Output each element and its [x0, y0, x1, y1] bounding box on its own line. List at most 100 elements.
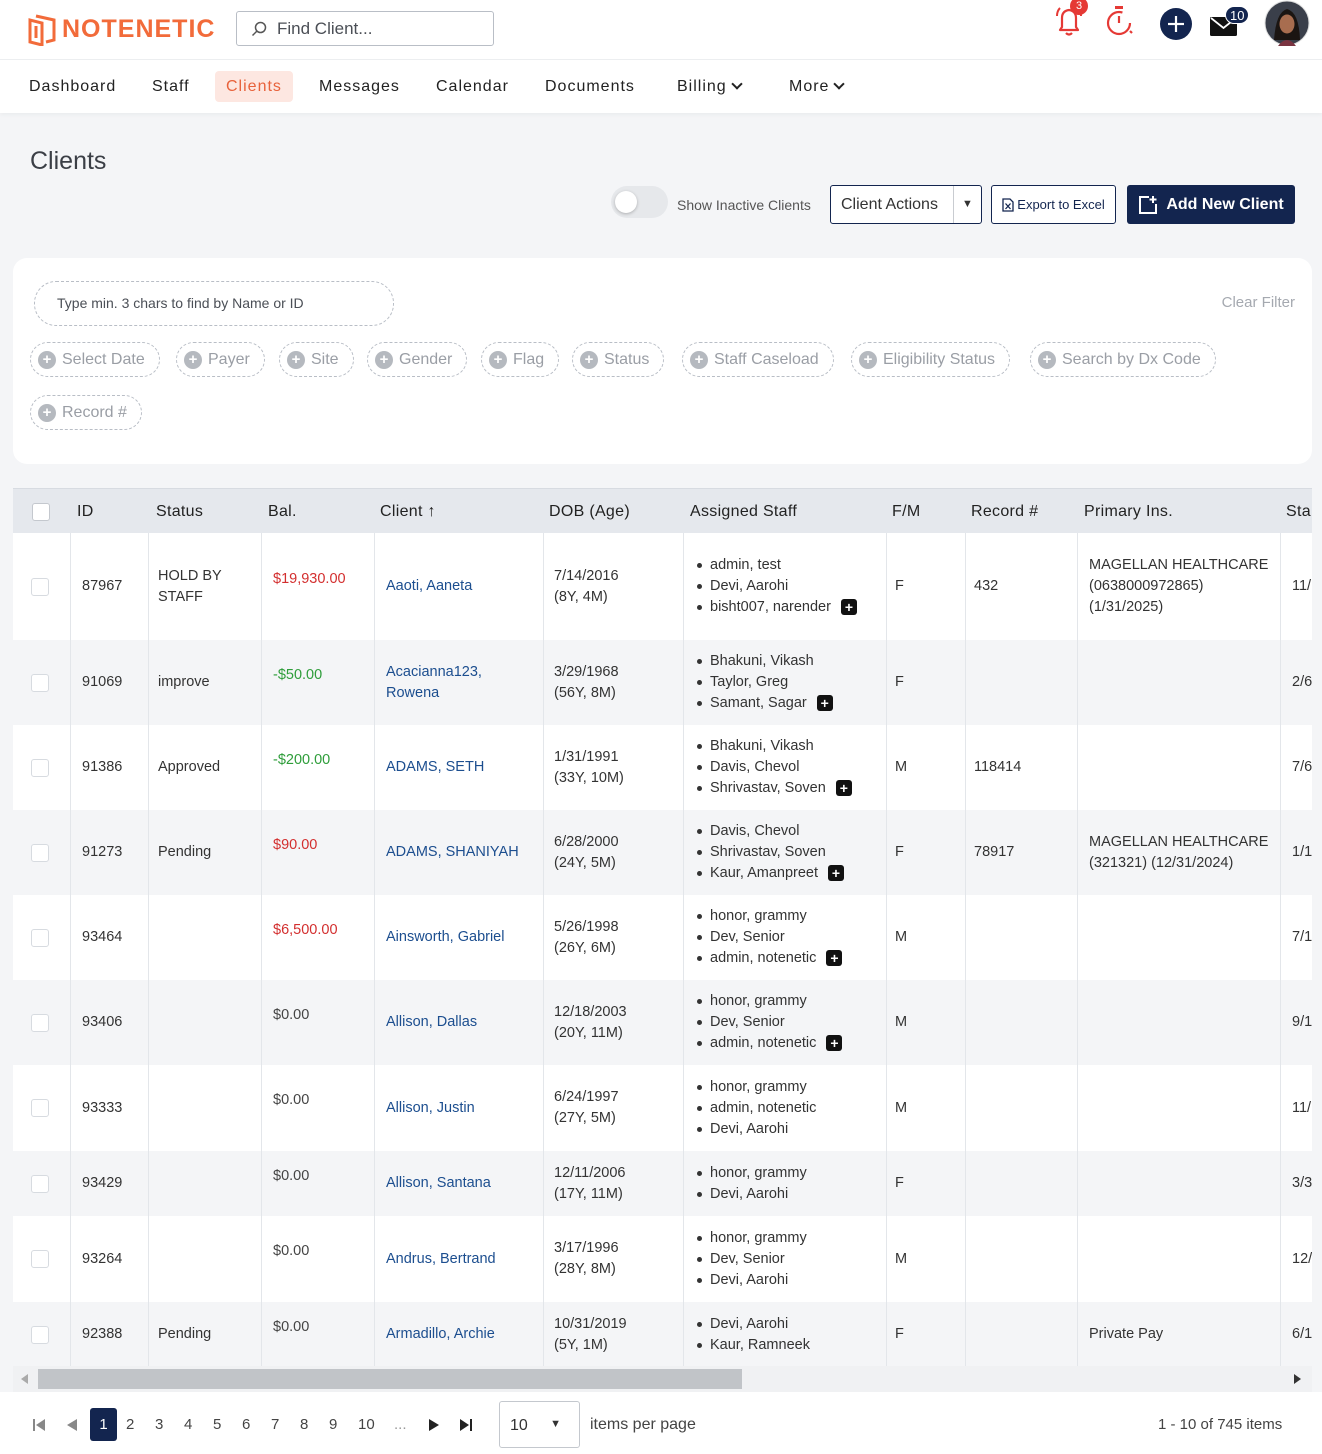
client-name-link[interactable]: ADAMS, SHANIYAH — [386, 844, 519, 860]
table-row[interactable]: 93429 $0.00 Allison, Santana 12/11/2006 (17Y… — [13, 1151, 1312, 1216]
row-checkbox[interactable] — [31, 759, 49, 777]
col-header-start[interactable]: Sta — [1286, 503, 1311, 520]
logo[interactable]: NOTENETIC — [26, 12, 215, 46]
nav-dashboard[interactable]: Dashboard — [29, 78, 117, 95]
filter-chip-status[interactable]: + Status — [572, 342, 665, 377]
col-header-client[interactable]: Client ↑ — [380, 503, 436, 520]
client-name-link[interactable]: Allison, Santana — [386, 1175, 491, 1191]
page-3[interactable]: 3 — [155, 1416, 164, 1433]
client-name-link[interactable]: Andrus, Bertrand — [386, 1250, 496, 1267]
messages-button[interactable]: 10 — [1209, 6, 1250, 43]
nav-clients[interactable]: Clients — [215, 71, 293, 102]
filter-chip-select-date[interactable]: + Select Date — [30, 342, 160, 377]
row-checkbox[interactable] — [31, 578, 49, 596]
select-all-checkbox[interactable] — [32, 503, 50, 521]
find-client-search[interactable]: Find Client... — [236, 11, 494, 46]
clear-filter-link[interactable]: Clear Filter — [1221, 294, 1295, 311]
row-checkbox[interactable] — [31, 1099, 49, 1117]
page-8[interactable]: 8 — [300, 1416, 309, 1433]
table-row[interactable]: 91069 improve -$50.00 Acacianna123, Rowena 3… — [13, 640, 1312, 725]
filter-chip-eligibility-status[interactable]: + Eligibility Status — [851, 342, 1011, 377]
client-name-link[interactable]: Allison, Dallas — [386, 1014, 478, 1030]
page-7[interactable]: 7 — [271, 1416, 280, 1433]
page-2[interactable]: 2 — [126, 1416, 135, 1433]
nav-documents[interactable]: Documents — [545, 78, 635, 95]
row-checkbox[interactable] — [31, 929, 49, 947]
scrollbar-thumb[interactable] — [38, 1369, 742, 1389]
items-per-page-select[interactable]: 10 ▼ — [499, 1401, 580, 1448]
caret-down-icon[interactable]: ▼ — [953, 186, 981, 223]
col-header-gender[interactable]: F/M — [892, 503, 921, 520]
table-row[interactable]: 93406 $0.00 Allison, Dallas 12/18/2003 (20Y,… — [13, 980, 1312, 1065]
filter-chip-site[interactable]: + Site — [279, 342, 354, 377]
client-name-link[interactable]: Armadillo, Archie — [386, 1326, 495, 1342]
prev-page-icon[interactable] — [67, 1419, 77, 1431]
first-page-icon[interactable] — [33, 1419, 45, 1431]
filter-chip-record[interactable]: + Record # — [30, 395, 142, 430]
filter-chip-staff-caseload[interactable]: + Staff Caseload — [682, 342, 834, 377]
table-row[interactable]: 91386 Approved -$200.00 ADAMS, SETH 1/31/199… — [13, 725, 1312, 810]
client-actions-dropdown[interactable]: Client Actions ▼ — [830, 185, 982, 224]
more-staff-plus-icon[interactable]: + — [816, 695, 833, 712]
row-checkbox[interactable] — [31, 1014, 49, 1032]
scroll-right-arrow-icon[interactable] — [1294, 1374, 1302, 1384]
chip-label: Flag — [513, 350, 545, 368]
more-staff-plus-icon[interactable]: + — [826, 1035, 843, 1052]
page-9[interactable]: 9 — [329, 1416, 338, 1433]
row-checkbox[interactable] — [31, 844, 49, 862]
row-checkbox[interactable] — [31, 1326, 49, 1344]
col-header-id[interactable]: ID — [77, 503, 94, 520]
col-header-balance[interactable]: Bal. — [268, 503, 297, 520]
client-name-link[interactable]: Allison, Justin — [386, 1099, 475, 1116]
client-name-link[interactable]: Aaoti, Aaneta — [386, 578, 473, 594]
nav-more[interactable]: More — [778, 71, 854, 102]
row-checkbox[interactable] — [31, 674, 49, 692]
table-row[interactable]: 93333 $0.00 Allison, Justin 6/24/1997 (27Y, … — [13, 1065, 1312, 1151]
col-header-status[interactable]: Status — [156, 503, 204, 520]
next-page-icon[interactable] — [429, 1419, 439, 1431]
table-row[interactable]: 93464 $6,500.00 Ainsworth, Gabriel 5/26/199… — [13, 895, 1312, 980]
quick-add-button[interactable] — [1159, 7, 1193, 46]
last-page-icon[interactable] — [460, 1419, 472, 1431]
page-ellipsis[interactable]: ... — [394, 1416, 407, 1433]
more-staff-plus-icon[interactable]: + — [840, 599, 857, 616]
filter-chip-gender[interactable]: + Gender — [367, 342, 468, 377]
table-row[interactable]: 87967 HOLD BY STAFF $19,930.00 Aaoti, Aanet… — [13, 533, 1312, 640]
export-excel-button[interactable]: Export to Excel — [991, 185, 1116, 224]
page-10[interactable]: 10 — [358, 1416, 375, 1433]
table-row[interactable]: 91273 Pending $90.00 ADAMS, SHANIYAH 6/28/20… — [13, 810, 1312, 895]
scroll-left-arrow-icon[interactable] — [21, 1374, 29, 1384]
nav-calendar[interactable]: Calendar — [436, 78, 509, 95]
user-avatar[interactable] — [1264, 0, 1310, 51]
more-staff-plus-icon[interactable]: + — [835, 780, 852, 797]
page-6[interactable]: 6 — [242, 1416, 251, 1433]
filter-chip-payer[interactable]: + Payer — [176, 342, 265, 377]
col-header-assigned-staff[interactable]: Assigned Staff — [690, 503, 798, 520]
timer-button[interactable] — [1104, 0, 1136, 45]
notifications-button[interactable]: 3 — [1054, 0, 1088, 45]
filter-chip-dx-code[interactable]: + Search by Dx Code — [1030, 342, 1216, 377]
row-checkbox[interactable] — [31, 1175, 49, 1193]
more-staff-plus-icon[interactable]: + — [826, 950, 843, 967]
add-new-client-button[interactable]: Add New Client — [1127, 185, 1295, 224]
client-name-link[interactable]: Ainsworth, Gabriel — [386, 929, 505, 945]
page-4[interactable]: 4 — [184, 1416, 193, 1433]
filter-search-input[interactable]: Type min. 3 chars to find by Name or ID — [34, 281, 394, 326]
col-header-primary-ins[interactable]: Primary Ins. — [1084, 503, 1173, 520]
table-row[interactable]: 92388 Pending $0.00 Armadillo, Archie 10/31/… — [13, 1302, 1312, 1366]
col-header-record[interactable]: Record # — [971, 503, 1039, 520]
row-checkbox[interactable] — [31, 1250, 49, 1268]
horizontal-scrollbar[interactable] — [13, 1366, 1312, 1392]
nav-messages[interactable]: Messages — [319, 78, 400, 95]
client-name-link[interactable]: Acacianna123, Rowena — [386, 663, 482, 701]
page-1[interactable]: 1 — [90, 1408, 117, 1441]
client-name-link[interactable]: ADAMS, SETH — [386, 759, 485, 775]
col-header-dob[interactable]: DOB (Age) — [549, 503, 630, 520]
more-staff-plus-icon[interactable]: + — [828, 865, 845, 882]
page-5[interactable]: 5 — [213, 1416, 222, 1433]
table-row[interactable]: 93264 $0.00 Andrus, Bertrand 3/17/1996 (28Y,… — [13, 1216, 1312, 1302]
filter-chip-flag[interactable]: + Flag — [481, 342, 560, 377]
nav-billing[interactable]: Billing — [666, 71, 752, 102]
nav-staff[interactable]: Staff — [152, 78, 190, 95]
show-inactive-toggle[interactable] — [611, 186, 668, 218]
